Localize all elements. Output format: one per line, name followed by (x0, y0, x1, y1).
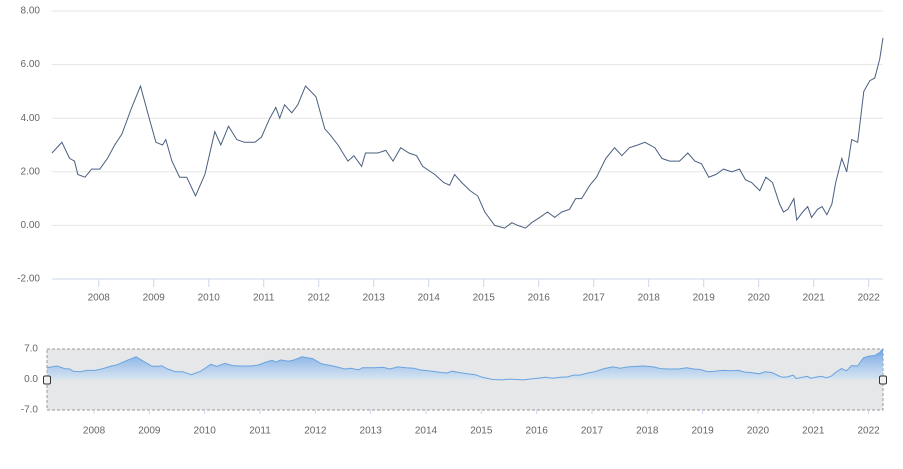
x-tick-label: 2011 (253, 293, 275, 304)
navigator-x-tick-label: 2016 (526, 426, 549, 437)
navigator-y-tick-label: 7.0 (24, 344, 38, 355)
navigator-x-tick-label: 2015 (470, 426, 493, 437)
x-tick-label: 2019 (693, 293, 716, 304)
navigator-x-tick-label: 2008 (83, 426, 106, 437)
navigator-y-tick-label: -7.0 (21, 405, 39, 416)
x-tick-label: 2022 (858, 293, 881, 304)
navigator-y-tick-label: 0.0 (24, 374, 38, 385)
navigator-x-tick-label: 2019 (692, 426, 715, 437)
x-tick-label: 2015 (473, 293, 496, 304)
navigator-handle[interactable] (879, 375, 887, 385)
navigator-x-tick-label: 2017 (581, 426, 604, 437)
x-tick-label: 2016 (528, 293, 551, 304)
navigator-x-tick-label: 2012 (304, 426, 327, 437)
y-tick-label: 2.00 (21, 166, 41, 177)
x-tick-label: 2012 (308, 293, 331, 304)
navigator-x-tick-label: 2018 (636, 426, 659, 437)
x-tick-label: 2008 (88, 293, 111, 304)
x-tick-label: 2018 (638, 293, 661, 304)
navigator-x-tick-label: 2013 (360, 426, 383, 437)
navigator-x-tick-label: 2021 (802, 426, 825, 437)
x-tick-label: 2017 (583, 293, 606, 304)
x-tick-label: 2009 (143, 293, 166, 304)
navigator-line (46, 348, 884, 381)
x-tick-label: 2014 (418, 293, 441, 304)
x-tick-label: 2010 (198, 293, 221, 304)
y-tick-label: 8.00 (21, 6, 41, 17)
y-tick-label: 6.00 (21, 59, 41, 70)
y-tick-label: -2.00 (17, 274, 40, 285)
x-tick-label: 2013 (363, 293, 386, 304)
y-tick-label: 4.00 (21, 113, 41, 124)
navigator-x-tick-label: 2022 (857, 426, 880, 437)
navigator-x-tick-label: 2010 (194, 426, 217, 437)
navigator-x-tick-label: 2014 (415, 426, 438, 437)
navigator-x-tick-label: 2009 (138, 426, 161, 437)
x-tick-label: 2020 (748, 293, 771, 304)
y-tick-label: 0.00 (21, 220, 41, 231)
navigator-x-tick-label: 2011 (249, 426, 271, 437)
line (51, 37, 884, 229)
navigator-handle[interactable] (43, 375, 51, 385)
x-tick-label: 2021 (803, 293, 826, 304)
navigator-x-tick-label: 2020 (747, 426, 770, 437)
navigator-area (47, 349, 883, 380)
